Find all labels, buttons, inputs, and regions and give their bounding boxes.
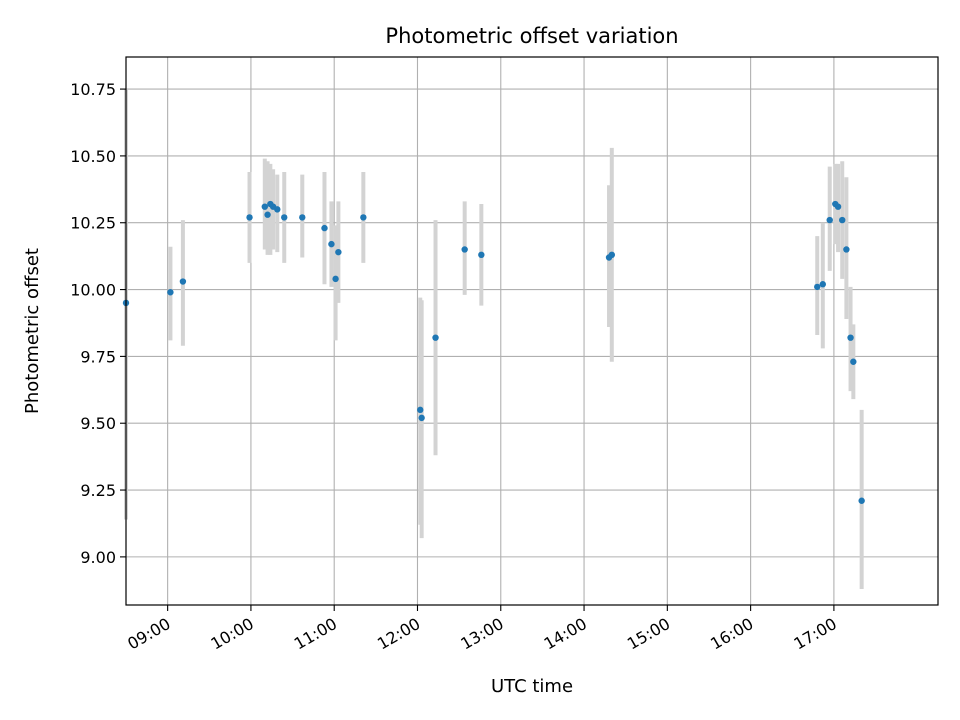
data-point [432, 334, 439, 341]
data-point [478, 251, 485, 259]
data-point [335, 248, 342, 256]
data-point [839, 216, 846, 224]
y-tick-label: 10.25 [70, 214, 116, 233]
y-tick-label: 9.25 [80, 481, 116, 500]
data-point [826, 216, 833, 224]
chart-title: Photometric offset variation [385, 24, 678, 48]
data-point [299, 214, 306, 221]
y-tick-label: 9.00 [80, 548, 116, 567]
data-point [850, 358, 857, 365]
data-point [179, 278, 187, 285]
data-point [834, 203, 842, 210]
data-point [608, 251, 616, 259]
data-point [418, 414, 425, 422]
data-point [819, 281, 826, 288]
y-tick-label: 10.75 [70, 80, 116, 99]
data-point [858, 497, 865, 504]
data-point [360, 214, 367, 221]
data-point [281, 214, 288, 221]
grid-lines [126, 57, 938, 605]
data-points [122, 200, 865, 504]
data-point [328, 240, 335, 248]
data-point [461, 246, 468, 253]
y-tick-label: 9.75 [80, 347, 116, 366]
data-point [417, 406, 424, 414]
data-point [847, 334, 854, 341]
data-point [261, 203, 269, 210]
plot-frame [125, 56, 939, 606]
y-tick-label: 10.00 [70, 281, 116, 300]
y-tick-label: 10.50 [70, 147, 116, 166]
data-point [274, 206, 281, 213]
data-point [167, 289, 174, 296]
y-tick-label: 9.50 [80, 414, 116, 433]
data-point [332, 275, 339, 283]
x-axis-label: UTC time [491, 676, 573, 697]
data-point [246, 214, 253, 221]
y-axis-ticks: 9.00 9.25 9.50 9.75 10.00 10.25 10.50 10.75 [70, 80, 126, 567]
data-point [264, 211, 271, 218]
y-axis-label: Photometric offset [22, 248, 43, 414]
data-point [321, 224, 328, 232]
data-point [843, 246, 850, 253]
data-point [814, 283, 821, 291]
